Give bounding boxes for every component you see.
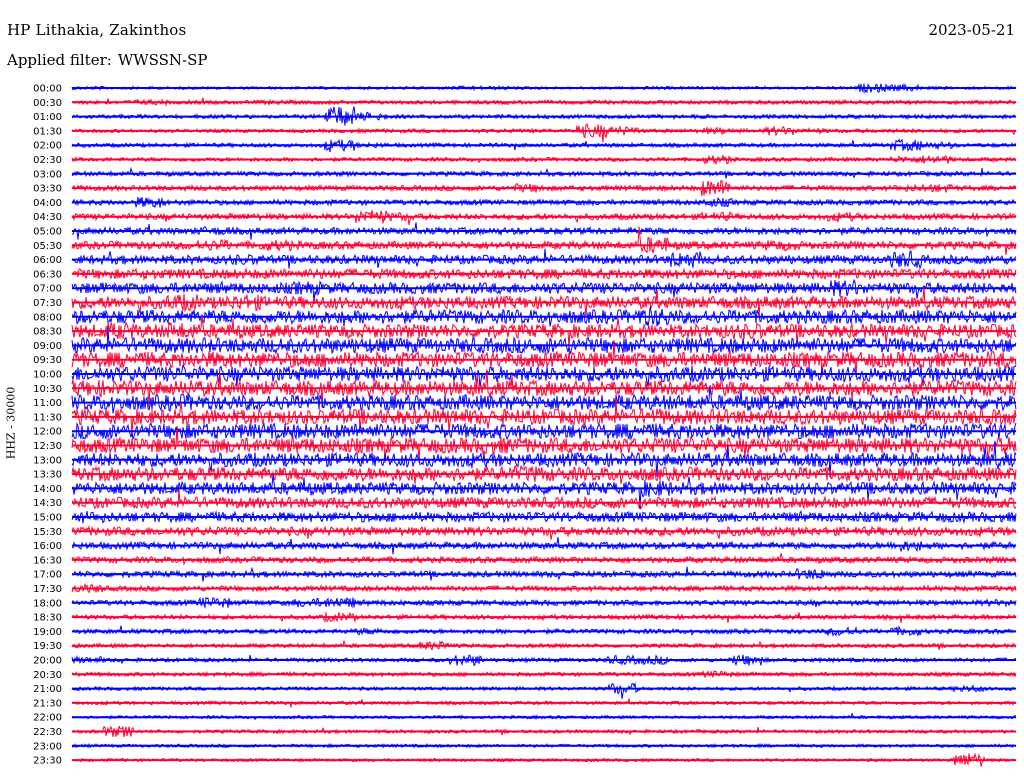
time-tick-label: 06:00 bbox=[33, 255, 62, 266]
trace-line bbox=[71, 123, 1017, 143]
trace-line bbox=[71, 474, 1017, 510]
time-tick-label: 19:30 bbox=[33, 641, 62, 652]
time-tick-label: 06:30 bbox=[33, 269, 62, 280]
time-tick-label: 20:00 bbox=[33, 656, 62, 667]
time-tick-label: 15:00 bbox=[33, 513, 62, 524]
time-tick-label: 20:30 bbox=[33, 670, 62, 681]
trace-line bbox=[71, 222, 1017, 240]
time-tick-label: 23:00 bbox=[33, 741, 62, 752]
time-tick-label: 22:00 bbox=[33, 713, 62, 724]
time-tick-label: 10:30 bbox=[33, 384, 62, 395]
time-tick-label: 00:00 bbox=[33, 84, 62, 95]
time-tick-label: 01:00 bbox=[33, 112, 62, 123]
time-tick-label: 18:00 bbox=[33, 598, 62, 609]
time-tick-label: 18:30 bbox=[33, 613, 62, 624]
time-tick-label: 11:30 bbox=[33, 412, 62, 423]
trace-line bbox=[71, 315, 1017, 349]
time-tick-label: 02:00 bbox=[33, 141, 62, 152]
filter-value: WWSSN-SP bbox=[117, 51, 208, 69]
time-tick-label: 01:30 bbox=[33, 126, 62, 137]
time-tick-label: 17:00 bbox=[33, 570, 62, 581]
trace-line bbox=[71, 397, 1017, 436]
time-tick-label: 03:30 bbox=[33, 184, 62, 195]
time-tick-label: 21:30 bbox=[33, 698, 62, 709]
time-tick-label: 09:00 bbox=[33, 341, 62, 352]
trace-line bbox=[71, 681, 1017, 700]
time-tick-label: 23:30 bbox=[33, 756, 62, 767]
trace-line bbox=[71, 425, 1017, 464]
time-tick-label: 04:00 bbox=[33, 198, 62, 209]
time-tick-label: 13:30 bbox=[33, 470, 62, 481]
time-tick-label: 21:00 bbox=[33, 684, 62, 695]
time-tick-label: 12:30 bbox=[33, 441, 62, 452]
trace-line bbox=[71, 421, 1017, 441]
time-tick-label: 08:00 bbox=[33, 312, 62, 323]
time-tick-label: 14:00 bbox=[33, 484, 62, 495]
time-tick-label: 13:00 bbox=[33, 455, 62, 466]
trace-line bbox=[71, 248, 1017, 270]
time-tick-label: 16:00 bbox=[33, 541, 62, 552]
time-tick-label: 19:00 bbox=[33, 627, 62, 638]
time-tick-label: 22:30 bbox=[33, 727, 62, 738]
trace-line bbox=[71, 524, 1017, 540]
time-tick-label: 08:30 bbox=[33, 327, 62, 338]
time-tick-label: 02:30 bbox=[33, 155, 62, 166]
time-tick-label: 15:30 bbox=[33, 527, 62, 538]
filter-label: Applied filter: bbox=[7, 51, 112, 69]
time-tick-label: 00:30 bbox=[33, 98, 62, 109]
time-tick-label: 11:00 bbox=[33, 398, 62, 409]
trace-line bbox=[71, 363, 1017, 389]
record-date: 2023-05-21 bbox=[928, 21, 1015, 39]
time-tick-label: 17:30 bbox=[33, 584, 62, 595]
time-tick-label: 14:30 bbox=[33, 498, 62, 509]
time-tick-label: 03:00 bbox=[33, 169, 62, 180]
time-tick-label: 12:00 bbox=[33, 427, 62, 438]
time-tick-label: 05:30 bbox=[33, 241, 62, 252]
time-tick-label: 16:30 bbox=[33, 555, 62, 566]
trace-line bbox=[71, 307, 1017, 327]
trace-line bbox=[71, 440, 1017, 478]
time-tick-label: 05:00 bbox=[33, 227, 62, 238]
trace-line bbox=[71, 385, 1017, 414]
time-tick-label: 10:00 bbox=[33, 370, 62, 381]
station-title: HP Lithakia, Zakinthos bbox=[7, 21, 187, 39]
time-tick-label: 07:30 bbox=[33, 298, 62, 309]
time-tick-label: 09:30 bbox=[33, 355, 62, 366]
time-tick-label: 07:00 bbox=[33, 284, 62, 295]
trace-line bbox=[71, 553, 1017, 566]
time-tick-label: 04:30 bbox=[33, 212, 62, 223]
filter-line: Applied filter: WWSSN-SP bbox=[7, 51, 208, 69]
